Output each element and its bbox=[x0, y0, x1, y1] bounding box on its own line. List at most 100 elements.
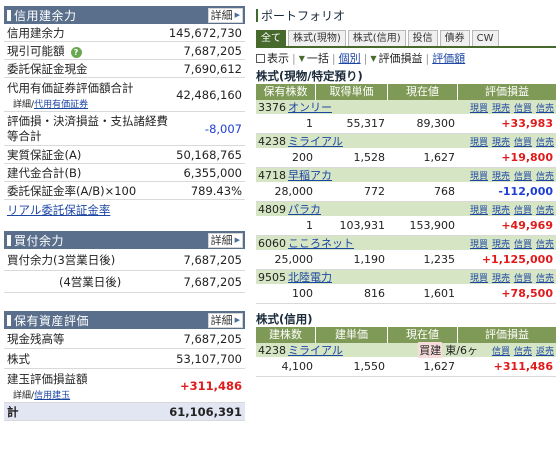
right-column: ポートフォリオ 全て 株式(現物) 株式(信用) 投信 債券 CW 表示 | ▼… bbox=[256, 6, 556, 377]
action-shinkai-button[interactable]: 信買 bbox=[513, 137, 532, 148]
stock-name-link[interactable]: ミライアル bbox=[288, 344, 343, 357]
action-genkai-button[interactable]: 現買 bbox=[469, 103, 488, 114]
shinbai-button[interactable]: 信売 bbox=[513, 346, 532, 357]
row-total: 計 61,106,391 bbox=[4, 403, 245, 421]
kobetsu-link[interactable]: 個別 bbox=[338, 52, 361, 65]
hyouka-option[interactable]: 評価損益 bbox=[378, 52, 423, 65]
stock-qty: 1 bbox=[306, 219, 313, 232]
row-shinyo-yoryoku: 信用建余力 145,672,730 bbox=[4, 24, 245, 42]
ikkatsu-option[interactable]: 一括 bbox=[306, 52, 329, 65]
action-shinbai-button[interactable]: 信売 bbox=[535, 273, 554, 284]
tab-genbutsu[interactable]: 株式(現物) bbox=[288, 30, 346, 46]
action-genbai-button[interactable]: 現売 bbox=[491, 103, 510, 114]
action-genkai-button[interactable]: 現買 bbox=[469, 137, 488, 148]
action-genkai-button[interactable]: 現買 bbox=[469, 239, 488, 250]
stock-row: 4238 ミライアル 現買 現売 信買 信売 bbox=[256, 134, 556, 148]
left-column: 信用建余力 詳細 ▶ 信用建余力 145,672,730 現引可能額? 7,687… bbox=[4, 6, 245, 421]
stock-name-link[interactable]: 早稲アカ bbox=[288, 169, 332, 182]
portfolio-title: ポートフォリオ bbox=[256, 6, 556, 24]
action-shinkai-button[interactable]: 信買 bbox=[513, 171, 532, 182]
help-icon[interactable]: ? bbox=[70, 46, 82, 58]
kaitsuke-detail-button[interactable]: 詳細 ▶ bbox=[207, 232, 243, 248]
shinkai-button[interactable]: 信買 bbox=[491, 346, 510, 357]
riaru-hoshoukin-link[interactable]: リアル委託保証金率 bbox=[7, 203, 111, 217]
action-shinkai-button[interactable]: 信買 bbox=[513, 205, 532, 216]
triangle-down-icon: ▼ bbox=[298, 53, 305, 63]
stock-name-link[interactable]: オンリー bbox=[288, 101, 332, 114]
action-genkai-button[interactable]: 現買 bbox=[469, 273, 488, 284]
stock-price: 153,900 bbox=[409, 219, 456, 232]
action-genkai-button[interactable]: 現買 bbox=[469, 205, 488, 216]
stock-cost: 103,931 bbox=[339, 219, 386, 232]
tab-cw[interactable]: CW bbox=[471, 30, 499, 46]
shinyo-tategyoku-link[interactable]: 信用建玉 bbox=[34, 390, 71, 401]
tab-saiken[interactable]: 債券 bbox=[439, 30, 470, 46]
stock-cost: 55,317 bbox=[346, 117, 386, 130]
stock-pl: +33,983 bbox=[501, 117, 553, 130]
action-shinbai-button[interactable]: 信売 bbox=[535, 239, 554, 250]
daiyou-link[interactable]: 代用有価証券 bbox=[34, 99, 89, 110]
row-genbiki: 現引可能額? 7,687,205 bbox=[4, 42, 245, 60]
portfolio-toolbar: 表示 | ▼ 一括 | 個別 | ▼ 評価損益 | 評価額 bbox=[256, 51, 556, 65]
action-genbai-button[interactable]: 現売 bbox=[491, 171, 510, 182]
triangle-right-icon: ▶ bbox=[234, 315, 240, 324]
stock-qty: 100 bbox=[292, 287, 313, 300]
stock-row: 4809 パラカ 現買 現売 信買 信売 bbox=[256, 202, 556, 216]
action-shinbai-button[interactable]: 信売 bbox=[535, 205, 554, 216]
stock-pl: +19,800 bbox=[501, 151, 553, 164]
stock-qty: 25,000 bbox=[274, 253, 314, 266]
action-genbai-button[interactable]: 現売 bbox=[491, 273, 510, 284]
action-shinbai-button[interactable]: 信売 bbox=[535, 137, 554, 148]
stock-row: 9505 北陸電力 現買 現売 信買 信売 bbox=[256, 270, 556, 284]
stock-name-link[interactable]: 北陸電力 bbox=[288, 271, 332, 284]
shinyo-title: 信用建余力 bbox=[7, 7, 77, 24]
triangle-right-icon: ▶ bbox=[234, 235, 240, 244]
action-genkai-button[interactable]: 現買 bbox=[469, 171, 488, 182]
header-marker-icon bbox=[7, 314, 11, 326]
action-shinbai-button[interactable]: 信売 bbox=[535, 103, 554, 114]
stock-cost: 772 bbox=[364, 185, 385, 198]
stock-pl: +78,500 bbox=[501, 287, 553, 300]
stock-name-link[interactable]: ミライアル bbox=[288, 135, 343, 148]
hyoukagaku-link[interactable]: 評価額 bbox=[432, 52, 466, 65]
stock-row: 3376 オンリー 現買 現売 信買 信売 bbox=[256, 100, 556, 114]
stock-values-row: 1 55,317 89,300 +33,983 bbox=[256, 114, 556, 134]
triangle-right-icon: ▶ bbox=[234, 10, 240, 19]
row-kaitsuke-3: 買付余力(3営業日後) 7,687,205 bbox=[4, 249, 245, 271]
stock-price: 1,601 bbox=[423, 287, 456, 300]
row-genkin-zandaka: 現金残高等 7,687,205 bbox=[4, 329, 245, 349]
stock-pl: +1,125,000 bbox=[481, 253, 553, 266]
tab-toushin[interactable]: 投信 bbox=[407, 30, 438, 46]
action-genbai-button[interactable]: 現売 bbox=[491, 205, 510, 216]
stock-qty: 200 bbox=[292, 151, 313, 164]
henbai-button[interactable]: 返売 bbox=[535, 346, 554, 357]
stock-name-link[interactable]: こころネット bbox=[288, 237, 354, 250]
title-bar-icon bbox=[256, 8, 258, 22]
action-shinkai-button[interactable]: 信買 bbox=[513, 103, 532, 114]
stock-pl: +49,969 bbox=[501, 219, 553, 232]
stock-values-row: 200 1,528 1,627 +19,800 bbox=[256, 148, 556, 168]
action-genbai-button[interactable]: 現売 bbox=[491, 239, 510, 250]
stock-code: 3376 bbox=[258, 100, 286, 114]
stock-values-row: 1 103,931 153,900 +49,969 bbox=[256, 216, 556, 236]
portfolio-tabs: 全て 株式(現物) 株式(信用) 投信 債券 CW bbox=[256, 30, 556, 48]
row-jisshitsu: 実質保証金(A) 50,168,765 bbox=[4, 146, 245, 164]
stock-code: 4718 bbox=[258, 168, 286, 182]
row-hyoukason: 評価損・決済損益・支払諸経費等合計 -8,007 bbox=[4, 112, 245, 146]
shinyo-stock-row: 4238 ミライアル 買建 東/6ヶ 信買 信売 返売 bbox=[256, 342, 556, 358]
action-genbai-button[interactable]: 現売 bbox=[491, 137, 510, 148]
action-shinkai-button[interactable]: 信買 bbox=[513, 273, 532, 284]
row-hoshoukin-ritsu: 委託保証金率(A/B)×100 789.43% bbox=[4, 182, 245, 200]
shinyo-detail-button[interactable]: 詳細 ▶ bbox=[207, 7, 243, 23]
tab-all[interactable]: 全て bbox=[256, 30, 286, 46]
checkbox-icon[interactable] bbox=[256, 53, 265, 63]
stock-values-row: 25,000 1,190 1,235 +1,125,000 bbox=[256, 250, 556, 270]
row-tatedaikin: 建代金合計(B) 6,355,000 bbox=[4, 164, 245, 182]
stock-price: 1,235 bbox=[423, 253, 456, 266]
hoyu-detail-button[interactable]: 詳細 ▶ bbox=[207, 312, 243, 328]
action-shinbai-button[interactable]: 信売 bbox=[535, 171, 554, 182]
header-marker-icon bbox=[7, 9, 11, 21]
tab-shinyo[interactable]: 株式(信用) bbox=[347, 30, 406, 46]
stock-name-link[interactable]: パラカ bbox=[288, 203, 321, 216]
action-shinkai-button[interactable]: 信買 bbox=[513, 239, 532, 250]
